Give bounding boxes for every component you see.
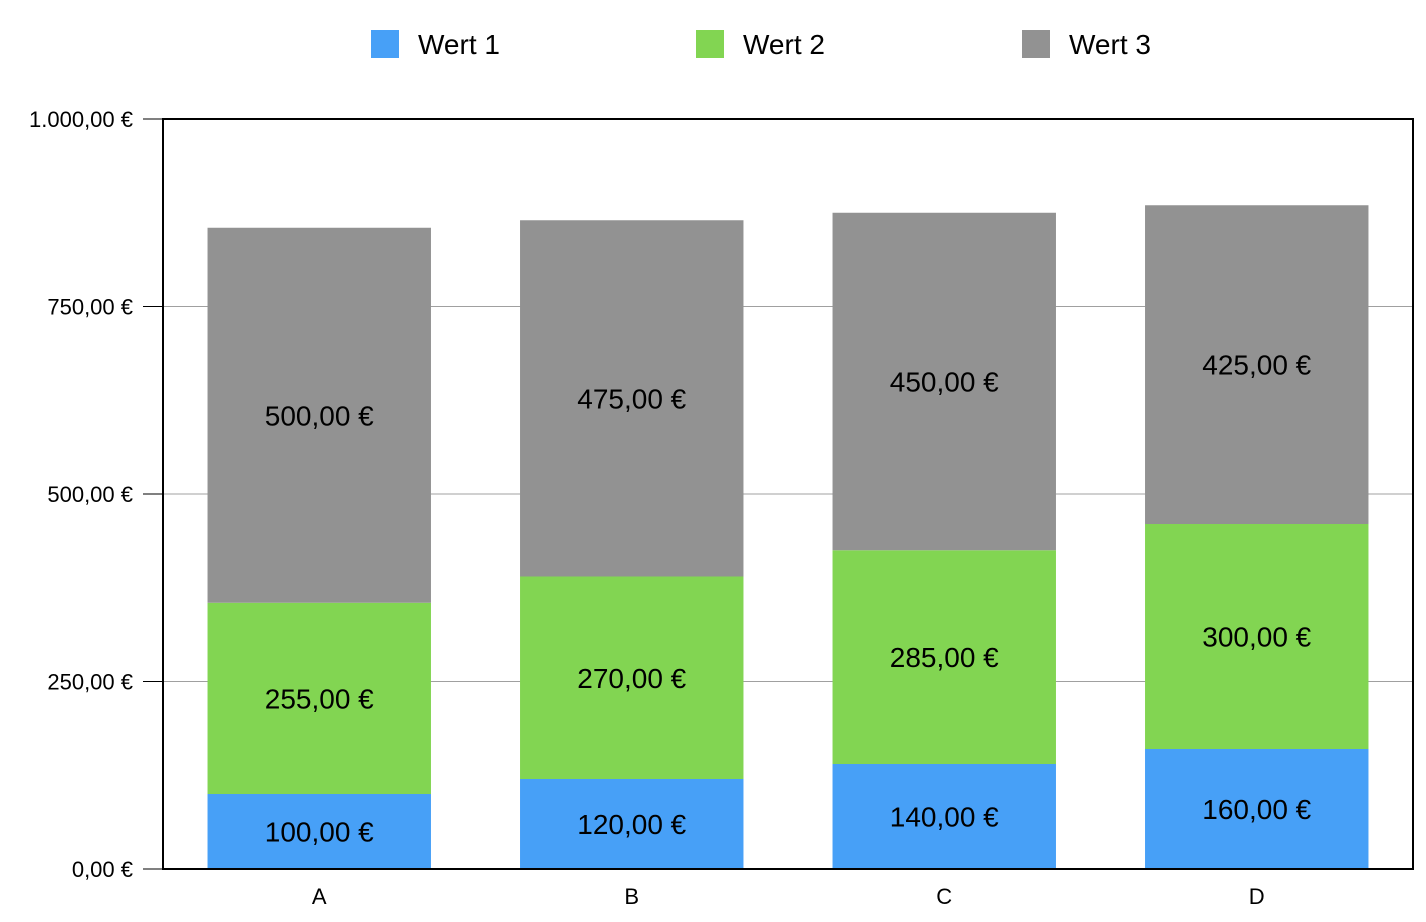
x-tick-label-c: C bbox=[936, 884, 952, 909]
data-label-wert-2-d: 300,00 € bbox=[1202, 622, 1311, 653]
data-label-wert-1-c: 140,00 € bbox=[890, 802, 999, 833]
bar-wert-1-d bbox=[1145, 749, 1369, 869]
x-axis: A B C D bbox=[312, 884, 1265, 909]
data-label-wert-2-b: 270,00 € bbox=[577, 663, 686, 694]
legend-swatch-wert-1 bbox=[371, 30, 399, 58]
bar-stack-d: 160,00 € 300,00 € 425,00 € bbox=[1145, 205, 1369, 869]
bar-stack-c: 140,00 € 285,00 € 450,00 € bbox=[832, 212, 1056, 869]
legend-label-wert-3: Wert 3 bbox=[1069, 29, 1151, 60]
y-tick-label-0: 0,00 € bbox=[72, 857, 133, 882]
bar-wert-3-b bbox=[520, 220, 744, 577]
y-tick-label-250: 250,00 € bbox=[47, 670, 133, 695]
data-label-wert-1-a: 100,00 € bbox=[265, 817, 374, 848]
y-tick-label-750: 750,00 € bbox=[47, 295, 133, 320]
bar-stacks: 100,00 € 255,00 € 500,00 € 120,00 € 270,00 €… bbox=[207, 205, 1369, 869]
bar-stack-a: 100,00 € 255,00 € 500,00 € bbox=[207, 227, 431, 869]
y-tick-label-1000: 1.000,00 € bbox=[29, 107, 133, 132]
chart-legend: Wert 1 Wert 2 Wert 3 bbox=[371, 29, 1151, 60]
y-axis: 0,00 € 250,00 € 500,00 € 750,00 € 1.000,00 € bbox=[29, 107, 163, 882]
bar-wert-3-a bbox=[207, 227, 431, 603]
legend-item-wert-1: Wert 1 bbox=[371, 29, 500, 60]
bar-wert-3-c bbox=[832, 212, 1056, 551]
data-label-wert-2-a: 255,00 € bbox=[265, 683, 374, 714]
bar-wert-2-d bbox=[1145, 524, 1369, 749]
data-label-wert-3-c: 450,00 € bbox=[890, 367, 999, 398]
legend-item-wert-3: Wert 3 bbox=[1022, 29, 1151, 60]
x-tick-label-b: B bbox=[624, 884, 639, 909]
data-label-wert-3-d: 425,00 € bbox=[1202, 350, 1311, 381]
bar-wert-3-d bbox=[1145, 205, 1369, 524]
bar-stack-b: 120,00 € 270,00 € 475,00 € bbox=[520, 220, 744, 869]
bar-wert-2-c bbox=[832, 550, 1056, 764]
bar-wert-2-a bbox=[207, 602, 431, 794]
data-label-wert-2-c: 285,00 € bbox=[890, 642, 999, 673]
data-label-wert-1-d: 160,00 € bbox=[1202, 794, 1311, 825]
legend-label-wert-2: Wert 2 bbox=[743, 29, 825, 60]
y-tick-label-500: 500,00 € bbox=[47, 482, 133, 507]
data-label-wert-1-b: 120,00 € bbox=[577, 809, 686, 840]
bar-wert-1-b bbox=[520, 779, 744, 869]
legend-swatch-wert-2 bbox=[696, 30, 724, 58]
legend-label-wert-1: Wert 1 bbox=[418, 29, 500, 60]
data-label-wert-3-b: 475,00 € bbox=[577, 383, 686, 414]
bar-wert-1-c bbox=[832, 764, 1056, 869]
bar-wert-1-a bbox=[207, 794, 431, 869]
x-tick-label-a: A bbox=[312, 884, 327, 909]
bar-wert-2-b bbox=[520, 576, 744, 779]
x-tick-label-d: D bbox=[1249, 884, 1265, 909]
legend-item-wert-2: Wert 2 bbox=[696, 29, 825, 60]
legend-swatch-wert-3 bbox=[1022, 30, 1050, 58]
data-label-wert-3-a: 500,00 € bbox=[265, 400, 374, 431]
